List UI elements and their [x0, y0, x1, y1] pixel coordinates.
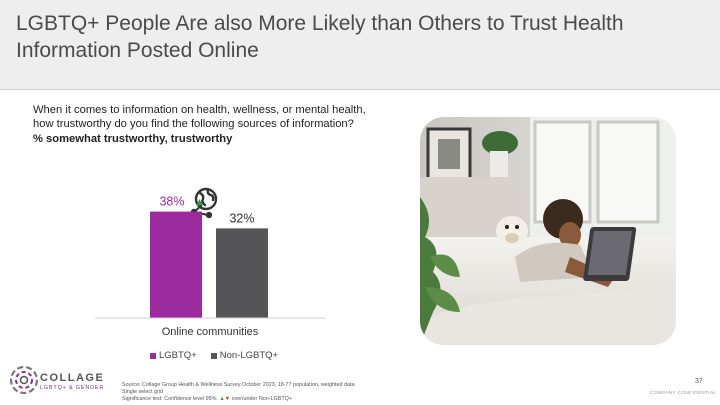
page-number: 37: [695, 378, 703, 385]
question-line1: When it comes to information on health, …: [33, 104, 366, 116]
bar-non-lgbtq: [216, 228, 268, 318]
slide-title-line2: Information Posted Online: [16, 39, 259, 62]
bar-lgbtq: [150, 211, 202, 318]
significance-line: Significance test: Confidence level 95%.…: [122, 396, 354, 403]
sig-up-icon: ▲: [219, 395, 225, 402]
title-band: [0, 0, 720, 90]
logo-wordmark: COLLAGE: [40, 372, 105, 384]
survey-question: When it comes to information on health, …: [33, 103, 413, 146]
confidential-label: COMPANY CONFIDENTIAL: [650, 391, 717, 396]
category-label: Online communities: [162, 326, 259, 338]
legend-swatch-lgbtq: [150, 352, 156, 359]
question-metric: % somewhat trustworthy, trustworthy: [33, 133, 233, 145]
significance-up-icon: ▲: [194, 197, 205, 209]
source-note: Source: Collage Group Health & Wellness …: [122, 382, 354, 402]
logo-subtitle: LGBTQ+ & GENDER: [40, 385, 105, 391]
legend-label-non-lgbtq: Non-LGBTQ+: [219, 350, 279, 361]
legend-swatch-non-lgbtq: [210, 352, 217, 359]
sig-suffix: over/under Non-LGBTQ+: [230, 395, 292, 402]
sig-down-icon: ▼: [224, 395, 231, 402]
bars-layer: 38% ▲ 32%: [150, 195, 268, 318]
question-line2: how trustworthy do you find the followin…: [33, 118, 354, 130]
data-label-lgbtq: 38%: [159, 195, 184, 209]
chart-legend: LGBTQ+ Non-LGBTQ+: [150, 350, 278, 361]
slide-title: LGBTQ+ People Are also More Likely than …: [16, 10, 706, 64]
grid-note-line: Single select grid: [122, 388, 164, 395]
woman-with-dog-photo: [420, 117, 676, 345]
data-label-non-lgbtq: 32%: [229, 211, 254, 225]
title-divider: [0, 89, 720, 90]
legend-item-non-lgbtq: Non-LGBTQ+: [210, 350, 279, 361]
slide-title-line1: LGBTQ+ People Are also More Likely than …: [16, 12, 624, 35]
sig-prefix: Significance test: Confidence level 95%.: [122, 395, 220, 402]
legend-item-lgbtq: LGBTQ+: [150, 350, 197, 361]
collage-logo: [9, 365, 39, 395]
legend-label-lgbtq: LGBTQ+: [159, 350, 197, 361]
source-line: Source: Collage Group Health & Wellness …: [122, 382, 355, 388]
